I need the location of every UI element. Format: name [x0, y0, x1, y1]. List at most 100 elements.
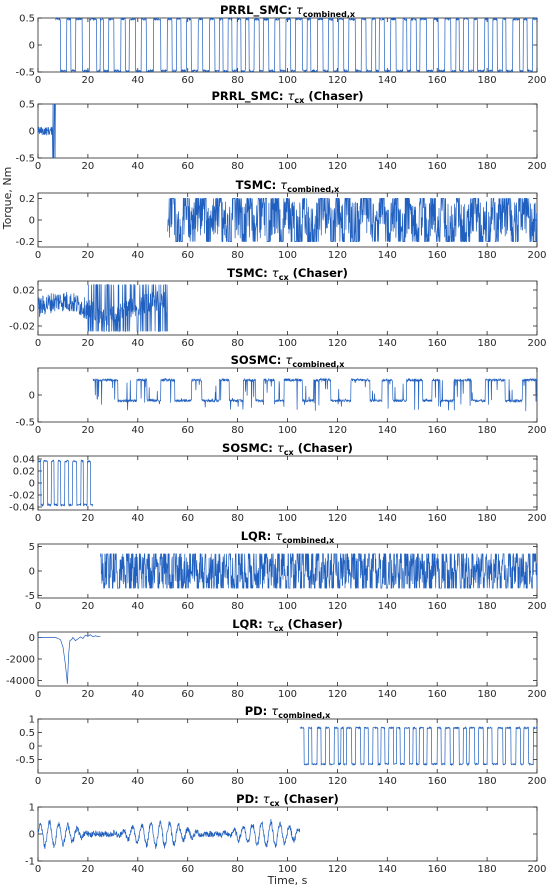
y-tick-label: 0: [29, 391, 35, 402]
x-tick-label: 80: [231, 601, 244, 612]
x-tick-label: 0: [35, 250, 41, 261]
y-tick-label: 0: [29, 304, 35, 315]
x-tick-label: 20: [82, 425, 95, 436]
x-axis-label: Time, s: [267, 874, 308, 887]
x-tick-label: 160: [428, 250, 447, 261]
x-tick-label: 40: [131, 513, 144, 524]
data-series-line: [37, 103, 56, 159]
y-tick-label: -0.5: [15, 154, 35, 165]
y-tick-label: -4000: [6, 676, 35, 687]
axes-box: [37, 367, 538, 423]
y-tick-label: 0.02: [13, 286, 35, 297]
y-tick-label: 5: [29, 542, 35, 553]
subplot-title: PRRL_SMC: τcx (Chaser): [211, 89, 363, 105]
y-tick-label: -0.5: [15, 755, 35, 766]
x-tick-label: 80: [231, 776, 244, 787]
x-tick-label: 40: [131, 776, 144, 787]
x-tick-label: 80: [231, 75, 244, 86]
x-tick-label: 0: [35, 338, 41, 349]
x-tick-label: 140: [378, 776, 397, 787]
x-tick-label: 60: [181, 425, 194, 436]
x-tick-label: 140: [378, 425, 397, 436]
x-tick-label: 100: [278, 161, 297, 172]
x-tick-label: 20: [82, 864, 95, 875]
x-tick-label: 160: [428, 75, 447, 86]
x-tick-label: 40: [131, 161, 144, 172]
x-tick-label: 100: [278, 864, 297, 875]
x-tick-label: 180: [478, 338, 497, 349]
x-tick-label: 120: [328, 776, 347, 787]
x-tick-label: 100: [278, 776, 297, 787]
data-series-line: [167, 198, 538, 242]
x-tick-label: 120: [328, 250, 347, 261]
subplot-2: PRRL_SMC: τcx (Chaser) 0 20 40 60 80 100 120 140…: [15, 89, 546, 172]
subplot-title: TSMC: τcx (Chaser): [227, 266, 348, 282]
x-tick-label: 200: [527, 75, 546, 86]
subplot-8: LQR: τcx (Chaser) 0 20 40 60 80 100 120 140 160 18…: [6, 617, 547, 700]
data-series-line: [38, 634, 101, 684]
y-tick-label: -0.02: [9, 491, 35, 502]
subplot-title: LQR: τcombined,x: [241, 529, 335, 545]
y-tick-label: 0.02: [13, 467, 35, 478]
x-tick-label: 60: [181, 75, 194, 86]
x-tick-label: 0: [35, 776, 41, 787]
x-tick-label: 0: [35, 601, 41, 612]
x-tick-label: 40: [131, 75, 144, 86]
data-series-line: [37, 284, 168, 332]
subplot-10: PD: τcx (Chaser) 0 20 40 60 80 100 120 140 160 180…: [25, 792, 547, 875]
x-tick-label: 40: [131, 689, 144, 700]
y-tick-label: 0: [29, 41, 35, 52]
x-tick-label: 180: [478, 161, 497, 172]
x-tick-label: 0: [35, 864, 41, 875]
x-tick-label: 80: [231, 161, 244, 172]
x-tick-label: 60: [181, 338, 194, 349]
x-tick-label: 100: [278, 513, 297, 524]
y-tick-label: 1: [29, 803, 35, 814]
x-tick-label: 40: [131, 601, 144, 612]
y-tick-label: -0.02: [9, 322, 35, 333]
subplot-title: PD: τcx (Chaser): [236, 792, 339, 808]
x-tick-label: 100: [278, 425, 297, 436]
x-tick-label: 140: [378, 513, 397, 524]
subplot-title: PD: τcombined,x: [245, 704, 331, 720]
x-tick-label: 160: [428, 338, 447, 349]
x-tick-label: 0: [35, 425, 41, 436]
x-tick-label: 120: [328, 338, 347, 349]
x-tick-label: 20: [82, 776, 95, 787]
y-tick-label: 0.5: [19, 100, 35, 111]
x-tick-label: 80: [231, 513, 244, 524]
x-tick-label: 100: [278, 250, 297, 261]
x-tick-label: 80: [231, 338, 244, 349]
x-tick-label: 60: [181, 513, 194, 524]
x-tick-label: 140: [378, 601, 397, 612]
data-series-line: [37, 459, 94, 507]
x-tick-label: 200: [527, 161, 546, 172]
subplot-title: PRRL_SMC: τcombined,x: [220, 3, 356, 19]
x-tick-label: 60: [181, 601, 194, 612]
y-tick-label: 0: [29, 742, 35, 753]
axes-box: [37, 718, 538, 774]
x-tick-label: 140: [378, 689, 397, 700]
y-tick-label: 1: [29, 715, 35, 726]
data-series-line: [100, 553, 538, 589]
x-tick-label: 60: [181, 776, 194, 787]
subplot-6: SOSMC: τcx (Chaser) 0 20 40 60 80 100 120 140 160…: [9, 441, 546, 524]
x-tick-label: 80: [231, 689, 244, 700]
y-tick-label: -0.2: [15, 237, 35, 248]
x-tick-label: 20: [82, 338, 95, 349]
x-tick-label: 180: [478, 864, 497, 875]
x-tick-label: 160: [428, 689, 447, 700]
axes-box: [37, 631, 538, 687]
x-tick-label: 20: [82, 161, 95, 172]
x-tick-label: 140: [378, 75, 397, 86]
x-tick-label: 20: [82, 75, 95, 86]
x-tick-label: 200: [527, 689, 546, 700]
axes-box: [37, 455, 538, 511]
x-tick-label: 100: [278, 338, 297, 349]
x-tick-label: 140: [378, 161, 397, 172]
data-series-line: [299, 725, 538, 767]
x-tick-label: 200: [527, 601, 546, 612]
x-tick-label: 40: [131, 864, 144, 875]
x-tick-label: 120: [328, 689, 347, 700]
